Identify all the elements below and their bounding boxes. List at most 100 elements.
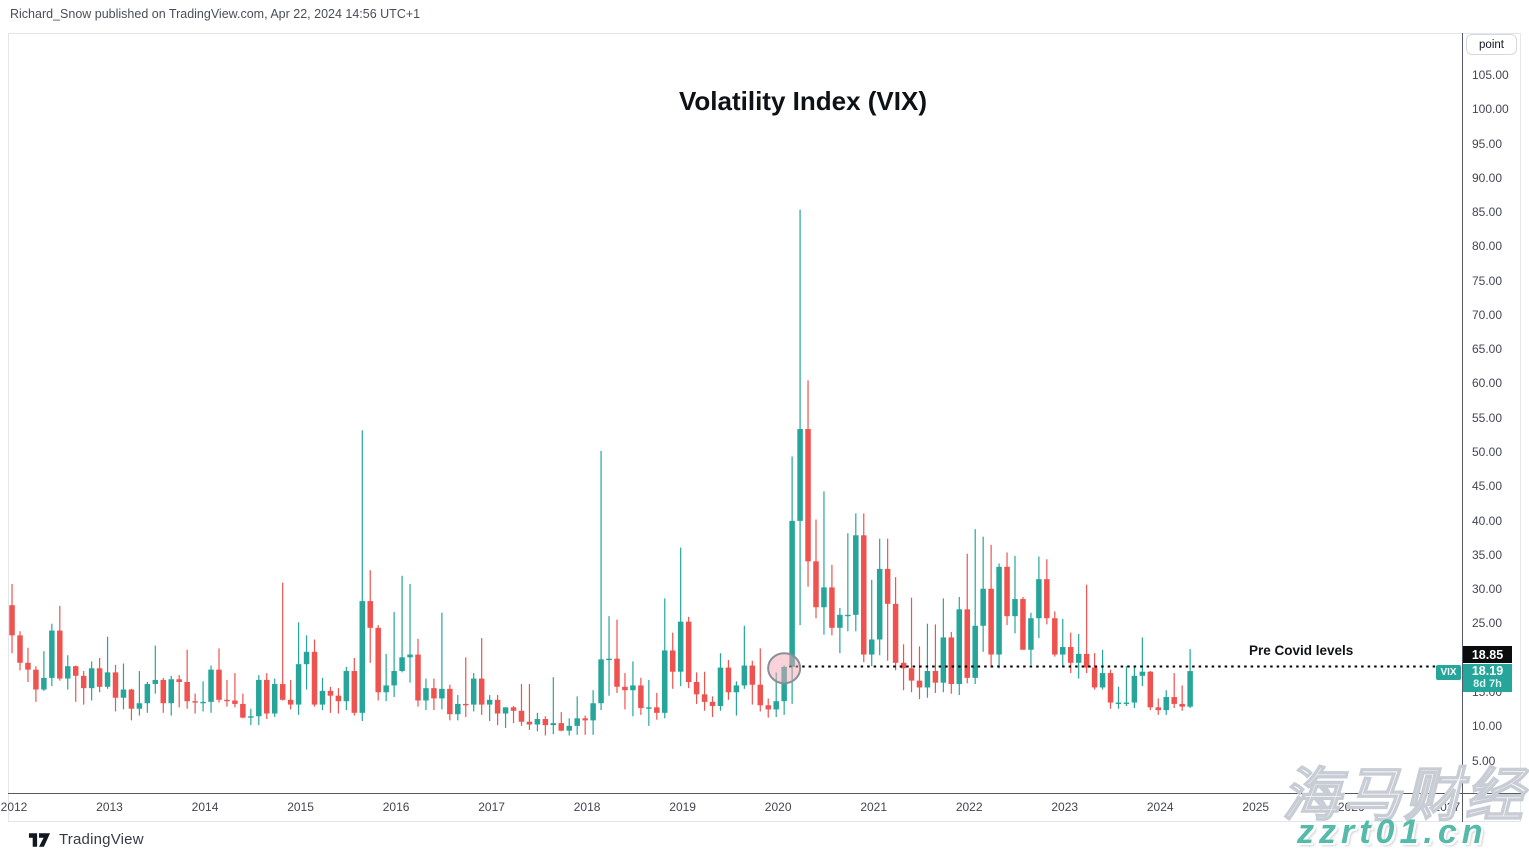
candle-body — [566, 725, 572, 731]
price-tick-label: 10.00 — [1472, 719, 1503, 734]
candle-body — [295, 664, 302, 705]
last-price-value: 18.19 — [1471, 664, 1504, 678]
candle-body — [996, 566, 1002, 655]
candle-body — [940, 637, 947, 683]
candle-body — [741, 665, 748, 686]
candle-body — [582, 718, 588, 721]
candle-body — [383, 685, 389, 693]
candle-body — [80, 675, 87, 689]
candle-body — [319, 690, 326, 705]
price-tick-label: 70.00 — [1472, 307, 1503, 322]
candle-body — [1036, 579, 1042, 619]
year-tick-label: 2017 — [478, 800, 505, 814]
candlestick-chart — [9, 209, 1436, 736]
candle-body — [17, 635, 23, 663]
year-tick-label: 2024 — [1146, 800, 1174, 814]
candle-body — [57, 630, 63, 679]
candle-body — [335, 695, 342, 702]
candle-body — [709, 701, 716, 706]
candle-body — [1052, 618, 1058, 655]
candle-body — [677, 621, 684, 672]
candle-body — [534, 718, 541, 725]
candle-body — [853, 535, 859, 615]
candle-body — [192, 701, 198, 703]
candle-body — [622, 686, 628, 691]
candle-body — [391, 671, 397, 686]
candle-body — [359, 601, 366, 713]
candle-body — [749, 665, 756, 685]
candle-body — [1004, 566, 1010, 617]
candle-body — [431, 688, 437, 699]
price-tick-label: 5.00 — [1472, 753, 1496, 768]
candle-body — [463, 703, 469, 706]
candle-body — [924, 671, 931, 688]
price-tick-label: 45.00 — [1472, 479, 1503, 494]
candle-body — [638, 685, 644, 709]
price-tick-label: 90.00 — [1472, 170, 1503, 185]
publish-info: Richard_Snow published on TradingView.co… — [10, 7, 421, 21]
price-tick-label: 50.00 — [1472, 445, 1503, 460]
candle-body — [1091, 667, 1098, 688]
circle-highlight[interactable] — [767, 652, 802, 685]
candle-body — [470, 678, 477, 705]
bar-countdown: 8d 7h — [1473, 678, 1502, 690]
candle-body — [988, 588, 994, 655]
candle-body — [287, 699, 294, 705]
candle-body — [216, 669, 222, 700]
chart-title: Volatility Index (VIX) — [678, 86, 928, 116]
candle-body — [1155, 707, 1162, 711]
candle-body — [701, 694, 708, 702]
candle-body — [49, 630, 55, 678]
candle-body — [717, 667, 724, 706]
year-tick-label: 2022 — [955, 800, 983, 814]
candle-body — [494, 699, 501, 714]
candle-body — [1147, 671, 1154, 708]
candle-body — [327, 690, 334, 696]
year-tick-label: 2021 — [860, 800, 888, 814]
price-axis-separator — [1462, 33, 1463, 822]
tradingview-logo-icon[interactable] — [28, 832, 51, 848]
candle-body — [1044, 579, 1050, 619]
candle-body — [423, 688, 429, 701]
candle-body — [550, 723, 557, 726]
candle-body — [152, 679, 159, 685]
candle-body — [311, 651, 318, 705]
candle-body — [367, 601, 373, 628]
candle-body — [765, 705, 771, 710]
price-tick-label: 80.00 — [1472, 239, 1503, 254]
price-unit-button[interactable]: point — [1466, 34, 1517, 55]
candle-body — [264, 679, 270, 714]
year-tick-label: 2018 — [573, 800, 601, 814]
candle-body — [1179, 703, 1185, 707]
candle-body — [271, 684, 278, 714]
price-tick-label: 105.00 — [1472, 68, 1509, 82]
candle-body — [1107, 673, 1114, 703]
last-price-badge: 18.19 8d 7h — [1463, 664, 1512, 692]
candle-body — [72, 666, 79, 676]
price-tick-label: 75.00 — [1472, 273, 1503, 288]
candle-body — [375, 627, 381, 693]
year-tick-label: 2016 — [382, 800, 410, 814]
candle-body — [821, 587, 827, 608]
candle-body — [1012, 599, 1018, 617]
candle-body — [1163, 697, 1169, 711]
candle-body — [980, 588, 986, 626]
candle-body — [654, 707, 660, 713]
candle-body — [1171, 697, 1177, 704]
candle-body — [41, 677, 47, 690]
candle-body — [526, 721, 533, 725]
candle-body — [1075, 653, 1082, 663]
candle-body — [916, 680, 923, 688]
candle-body — [948, 637, 955, 685]
tradingview-brand-text[interactable]: TradingView — [59, 831, 144, 848]
candle-body — [797, 429, 803, 521]
candle-body — [248, 716, 254, 718]
price-tick-label: 65.00 — [1472, 342, 1503, 357]
candle-body — [662, 650, 668, 713]
candle-body — [773, 701, 779, 710]
candle-body — [868, 639, 875, 655]
candle-body — [65, 666, 71, 679]
watermark-cn: 海马财经 — [1281, 762, 1527, 829]
candle-body — [1123, 702, 1130, 704]
candle-body — [136, 703, 143, 709]
